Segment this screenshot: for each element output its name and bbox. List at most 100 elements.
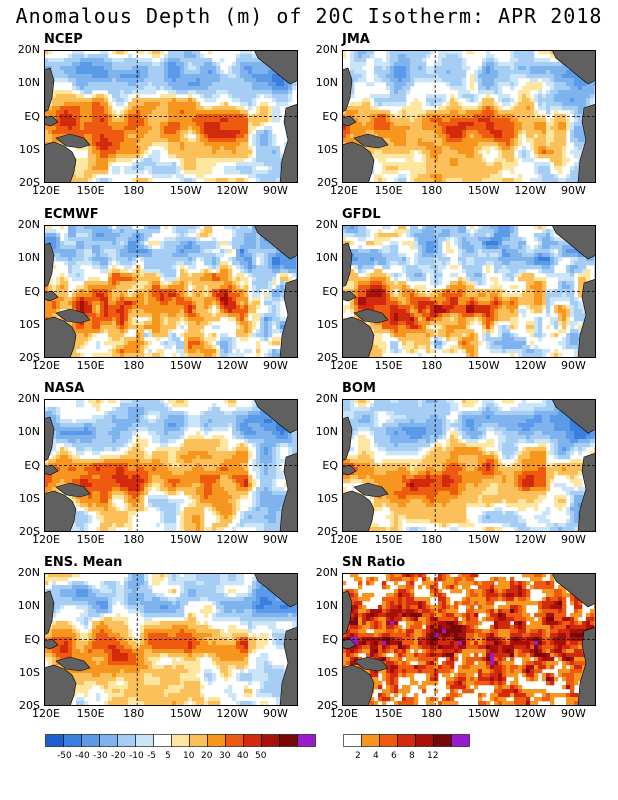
x-tick-label: 120W	[514, 184, 547, 197]
colorbar-swatch	[225, 734, 244, 747]
y-tick-label: 20S	[317, 351, 338, 364]
x-tick-label: 120W	[216, 533, 249, 546]
x-tick-label: 150W	[169, 533, 202, 546]
y-tick-label: 20S	[19, 525, 40, 538]
colorbar-swatch	[261, 734, 280, 747]
y-tick-label: 20N	[17, 566, 40, 579]
y-tick-label: 10N	[17, 425, 40, 439]
y-tick-label: EQ	[322, 284, 338, 298]
y-tick-label: 20S	[317, 176, 338, 189]
map-panel: GFDL 20N 10N EQ 10S 20S 120E 150E 180 150W 120W 90W	[298, 207, 600, 376]
land-mass	[253, 225, 298, 260]
x-tick-label: 150E	[76, 533, 105, 546]
colorbar-boxes	[45, 734, 316, 747]
land-mass	[44, 67, 55, 113]
x-tick-label: 120W	[216, 707, 249, 720]
y-tick-label: 20N	[17, 43, 40, 56]
y-tick-label: 10S	[19, 491, 40, 505]
map-field	[342, 50, 596, 183]
y-tick-label: 10N	[17, 76, 40, 90]
land-mass	[44, 490, 77, 532]
x-tick-label: 180	[123, 707, 145, 720]
colorbar-swatch	[99, 734, 118, 747]
y-tick-label: EQ	[24, 632, 40, 646]
x-tick-label: 90W	[561, 184, 586, 197]
land-mass	[353, 482, 389, 498]
land-mass	[342, 490, 375, 532]
x-tick-label: 150E	[374, 707, 403, 720]
colorbar-label: 4	[373, 751, 379, 761]
land-mass	[55, 656, 91, 672]
map-field	[44, 50, 298, 183]
colorbar-label: 5	[165, 751, 171, 761]
land-mass	[279, 452, 298, 532]
land-mass	[44, 141, 77, 183]
y-tick-label: 20N	[17, 392, 40, 405]
colorbar-label: -40	[75, 751, 90, 761]
colorbar-swatch	[45, 734, 64, 747]
x-tick-label: 150W	[467, 533, 500, 546]
x-tick-label: 120W	[216, 184, 249, 197]
map-panel: NCEP 20N 10N EQ 10S 20S 120E 150E 180 150W 120W 90W	[0, 32, 302, 201]
panel-title: NCEP	[44, 32, 83, 47]
colorbar-swatch	[343, 734, 362, 747]
colorbar-swatch	[397, 734, 416, 747]
land-mass	[279, 278, 298, 358]
land-mass	[55, 308, 91, 324]
map-field	[44, 573, 298, 706]
land-mass	[44, 316, 77, 358]
x-tick-label: 120E	[32, 533, 60, 546]
depth-colorbar: -50 -40 -30 -20 -10 -5 5 10 20 30 40 50	[45, 733, 317, 761]
colorbar-label: 40	[237, 751, 249, 761]
colorbar-swatch	[171, 734, 190, 747]
x-tick-label: 90W	[561, 707, 586, 720]
panel-title: NASA	[44, 381, 85, 396]
map-panel: ENS. Mean 20N 10N EQ 10S 20S 120E 150E 180 150W 12…	[0, 555, 302, 724]
x-tick-label: 150W	[467, 707, 500, 720]
colorbar-label: 8	[409, 751, 415, 761]
colorbar-label: 20	[201, 751, 213, 761]
x-tick-label: 90W	[561, 359, 586, 372]
x-tick-label: 120E	[32, 707, 60, 720]
y-tick-label: EQ	[24, 284, 40, 298]
panel-frame	[342, 50, 596, 183]
x-tick-label: 90W	[263, 707, 288, 720]
land-mass	[577, 278, 596, 358]
land-mass	[353, 133, 389, 149]
panel-title: BOM	[342, 381, 376, 396]
panel-title: ENS. Mean	[44, 555, 123, 570]
x-tick-label: 120W	[514, 533, 547, 546]
colorbar-swatch	[379, 734, 398, 747]
y-tick-label: 10N	[315, 251, 338, 265]
map-panel: ECMWF 20N 10N EQ 10S 20S 120E 150E 180 150W 120W 90…	[0, 207, 302, 376]
colorbar-label: 10	[183, 751, 195, 761]
land-mass	[44, 416, 55, 462]
panel-frame	[342, 573, 596, 706]
colorbar-label: -5	[147, 751, 156, 761]
land-mass	[279, 626, 298, 706]
map-field	[44, 399, 298, 532]
x-tick-label: 90W	[263, 533, 288, 546]
x-tick-label: 150E	[374, 359, 403, 372]
x-tick-label: 150W	[169, 359, 202, 372]
y-tick-label: 10N	[315, 425, 338, 439]
x-tick-label: 180	[421, 359, 443, 372]
x-tick-label: 120W	[514, 359, 547, 372]
map-panel: BOM 20N 10N EQ 10S 20S 120E 150E 180 150W 120W 90W	[298, 381, 600, 550]
panel-title: GFDL	[342, 207, 381, 222]
land-mass	[342, 316, 375, 358]
land-mass	[577, 452, 596, 532]
land-mass	[342, 664, 375, 706]
land-mass	[551, 50, 596, 85]
land-mass	[44, 590, 55, 636]
x-tick-label: 180	[123, 533, 145, 546]
map-field	[342, 573, 596, 706]
y-tick-label: EQ	[322, 632, 338, 646]
land-mass	[55, 133, 91, 149]
land-mass	[353, 656, 389, 672]
land-mass	[44, 664, 77, 706]
colorbar-label: 12	[427, 751, 439, 761]
panel-frame	[44, 573, 298, 706]
y-tick-label: EQ	[322, 458, 338, 472]
colorbar-swatch	[361, 734, 380, 747]
